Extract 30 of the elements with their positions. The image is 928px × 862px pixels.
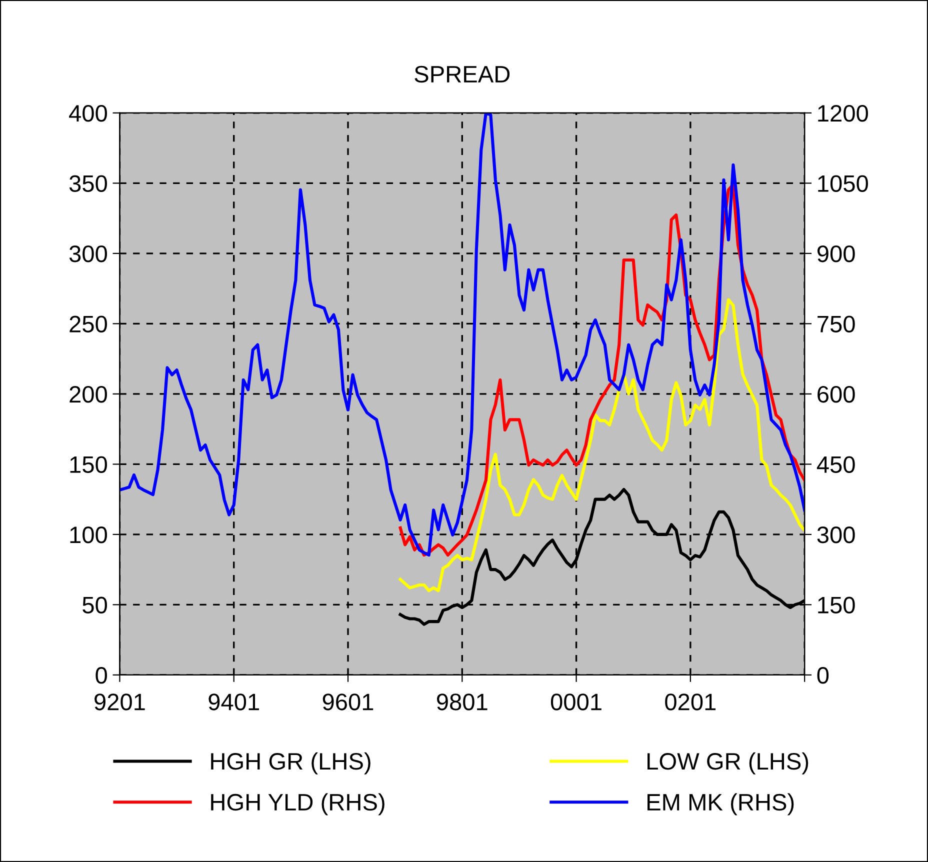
y-tick-label: 250 (70, 316, 107, 332)
x-tick-label: 9801 (436, 694, 488, 710)
y2-tick-label: 150 (818, 596, 855, 614)
y-tick-label: 100 (70, 526, 107, 544)
x-tick-label: 9201 (94, 694, 145, 710)
chart-title: SPREAD (414, 66, 510, 83)
legend-label: EM MK (RHS) (648, 793, 794, 816)
x-tick-label: 0201 (665, 694, 716, 710)
y2-tick-label: 1050 (818, 175, 868, 192)
y2-tick-label: 0 (817, 667, 829, 684)
y-tick-label: 300 (69, 245, 107, 262)
y-tick-label: 50 (82, 596, 107, 614)
y2-tick-label: 900 (817, 245, 855, 262)
y2-tick-label: 750 (818, 316, 855, 332)
x-tick-label: 9401 (208, 694, 259, 710)
y-tick-label: 0 (96, 667, 107, 684)
y2-tick-label: 1200 (818, 104, 868, 122)
y2-tick-label: 450 (816, 456, 855, 473)
legend-label: HGH YLD (RHS) (211, 793, 384, 816)
y-tick-label: 350 (69, 175, 107, 192)
legend-label: HGH GR (LHS) (211, 752, 370, 774)
legend-label: LOW GR (LHS) (648, 752, 808, 774)
x-tick-label: 0001 (550, 694, 602, 710)
line-series (398, 298, 805, 592)
x-tick-label: 9601 (322, 694, 374, 710)
y-tick-label: 400 (69, 104, 107, 122)
y-tick-label: 200 (70, 386, 107, 403)
y2-tick-label: 600 (818, 386, 855, 403)
y-tick-label: 150 (70, 456, 107, 473)
y2-tick-label: 300 (817, 526, 855, 544)
